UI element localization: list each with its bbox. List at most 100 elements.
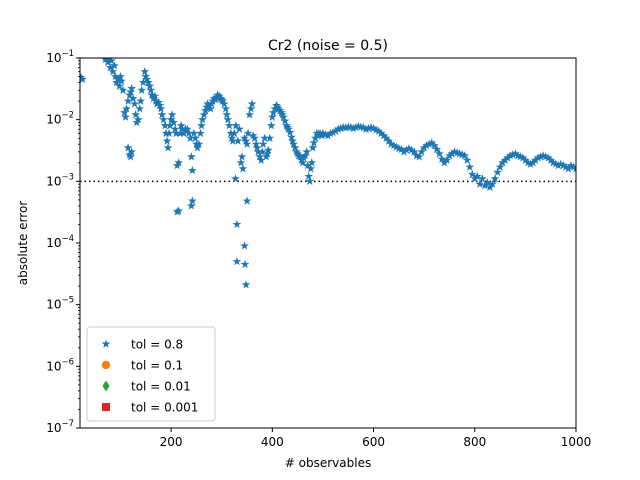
data-point [248, 131, 258, 140]
data-point [231, 121, 241, 130]
data-point [500, 155, 510, 164]
data-point [160, 121, 170, 130]
data-point [308, 143, 318, 152]
data-point [196, 128, 205, 138]
data-point [135, 104, 145, 113]
data-point [154, 97, 163, 107]
data-point [412, 151, 421, 160]
data-point [521, 155, 530, 164]
data-point [156, 104, 166, 113]
data-point [272, 100, 281, 110]
y-tick-label: 10−2 [46, 111, 74, 127]
data-point [240, 259, 250, 269]
data-point [108, 67, 118, 76]
data-point [515, 152, 525, 161]
data-point [257, 147, 267, 156]
data-point [268, 108, 278, 117]
data-point [128, 93, 138, 103]
data-point [123, 143, 133, 152]
data-point [379, 131, 389, 140]
data-point [227, 133, 237, 142]
data-point [503, 153, 513, 162]
data-point [182, 124, 192, 133]
data-point [419, 143, 429, 152]
data-point [402, 145, 411, 154]
data-point [348, 123, 358, 133]
data-point [199, 110, 209, 119]
data-point [240, 241, 249, 250]
data-point [115, 81, 124, 90]
data-point [553, 160, 563, 170]
data-point [246, 104, 256, 113]
data-point [263, 145, 273, 154]
data-point [176, 121, 186, 130]
data-point [333, 124, 343, 133]
data-point [561, 162, 571, 171]
data-point [127, 83, 136, 93]
data-point [300, 151, 310, 160]
data-point [295, 152, 305, 161]
x-tick-label: 800 [463, 435, 486, 449]
legend-item: tol = 0.8 [101, 338, 183, 352]
data-point [137, 85, 147, 94]
data-point [253, 147, 263, 156]
data-point [275, 106, 285, 115]
data-point [518, 153, 528, 162]
data-point [204, 100, 214, 110]
data-point [123, 96, 133, 105]
legend-label: tol = 0.001 [131, 401, 198, 415]
data-point [488, 179, 497, 188]
data-point [404, 143, 414, 153]
data-point [480, 181, 490, 190]
data-point [242, 196, 252, 205]
data-point [159, 115, 168, 124]
data-point [243, 128, 253, 138]
data-point [336, 123, 346, 133]
data-point [359, 123, 368, 132]
data-point [116, 71, 125, 81]
data-point [273, 102, 282, 111]
data-point [167, 110, 177, 119]
data-point [262, 149, 272, 158]
data-point [564, 164, 573, 173]
data-point [103, 58, 113, 67]
y-tick-label: 10−6 [46, 357, 74, 373]
data-point [265, 133, 275, 142]
data-point [407, 145, 416, 154]
data-point [307, 158, 317, 167]
data-point [127, 147, 136, 156]
data-point [226, 128, 236, 138]
data-point [538, 151, 548, 160]
y-axis-ticks: 10−7 10−6 10−5 10−4 10−3 10−2 10−1 [46, 49, 80, 435]
data-point [331, 126, 340, 135]
data-point [371, 125, 381, 134]
data-point [147, 90, 157, 99]
data-point [194, 139, 204, 148]
data-point [209, 93, 219, 103]
legend: tol = 0.8 tol = 0.1 tol = 0.01 tol = 0.001 [86, 326, 216, 422]
data-point [197, 121, 206, 130]
data-point [105, 62, 115, 72]
data-point [140, 67, 150, 76]
data-point [184, 128, 194, 138]
legend-label: tol = 0.01 [131, 380, 191, 394]
data-point [113, 74, 123, 84]
data-point [498, 158, 507, 167]
data-point [110, 61, 119, 70]
data-point [120, 108, 129, 117]
data-point [185, 133, 195, 142]
data-point [245, 110, 254, 119]
x-tick-label: 600 [362, 435, 385, 449]
data-point [218, 96, 228, 105]
x-axis-ticks: 200 400 600 800 1000 [160, 428, 591, 449]
data-point [397, 144, 406, 154]
data-point [495, 162, 505, 171]
data-point [214, 91, 224, 100]
data-point [278, 110, 287, 119]
data-point [414, 152, 424, 161]
data-point [231, 174, 240, 183]
data-point [477, 174, 487, 183]
data-point [306, 164, 316, 173]
data-point [240, 133, 249, 142]
